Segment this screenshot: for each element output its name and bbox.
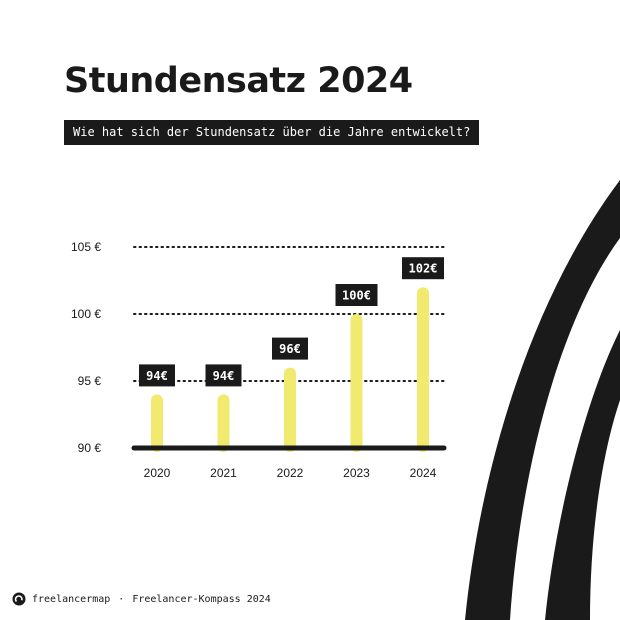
- bar-2021: [217, 394, 230, 452]
- value-label-box: [272, 337, 308, 360]
- value-label: 94€: [146, 369, 168, 383]
- value-label: 100€: [342, 289, 371, 303]
- x-tick-label: 2023: [343, 466, 370, 480]
- value-label-box: [335, 284, 378, 306]
- chart-title: Stundensatz 2024: [64, 61, 413, 101]
- bars: [151, 287, 429, 452]
- y-tick-label: 95 €: [78, 374, 102, 388]
- value-label: 102€: [409, 262, 438, 276]
- bar-2022: [284, 367, 296, 452]
- decorative-stripe-inner: [545, 330, 620, 620]
- bar-2023: [350, 314, 363, 452]
- y-tick-label: 105 €: [71, 240, 101, 254]
- chart-subtitle: Wie hat sich der Stundensatz über die Ja…: [64, 120, 480, 145]
- value-label: 96€: [279, 342, 301, 356]
- bar-2020: [151, 394, 163, 452]
- bar-2024: [417, 287, 429, 452]
- freelancermap-logo-icon: [12, 592, 26, 606]
- value-label-box: [139, 364, 175, 387]
- value-label-box: [205, 364, 242, 387]
- value-label: 94€: [213, 369, 235, 383]
- x-axis-tick-labels: 2020 2021 2022 2023 2024: [144, 466, 437, 480]
- value-labels: 94€ 94€ 96€ 100€ 102€: [139, 257, 444, 387]
- decorative-stripe-outer: [465, 180, 620, 620]
- x-tick-label: 2021: [210, 466, 237, 480]
- footer-brand: freelancermap: [32, 593, 111, 605]
- x-tick-label: 2022: [277, 466, 304, 480]
- footer: freelancermap · Freelancer-Kompass 2024: [12, 592, 271, 606]
- y-tick-label: 90 €: [78, 441, 102, 455]
- footer-source: Freelancer-Kompass 2024: [132, 593, 271, 605]
- x-tick-label: 2024: [410, 466, 437, 480]
- value-label-box: [402, 257, 444, 280]
- footer-separator: ·: [118, 593, 125, 605]
- y-tick-label: 100 €: [71, 307, 101, 321]
- x-tick-label: 2020: [144, 466, 171, 480]
- y-axis-tick-labels: 90 € 95 € 100 € 105 €: [71, 240, 101, 455]
- grid-lines: [133, 246, 445, 382]
